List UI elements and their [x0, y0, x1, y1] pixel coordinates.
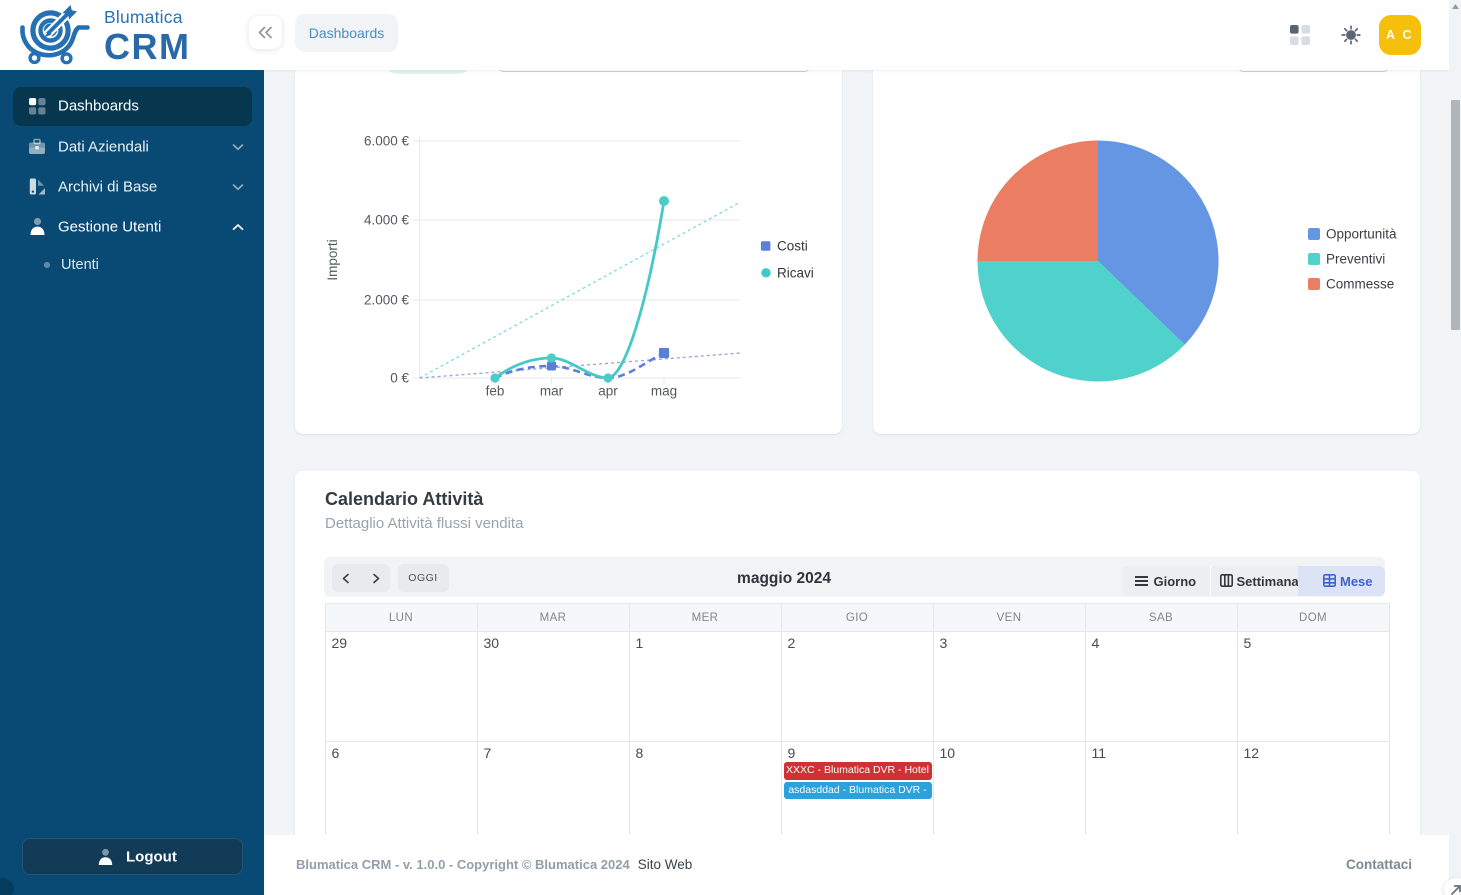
svg-text:6.000 €: 6.000 € — [364, 134, 410, 149]
svg-text:Opportunità: Opportunità — [1326, 227, 1397, 242]
svg-text:mar: mar — [540, 384, 564, 399]
svg-text:feb: feb — [486, 384, 505, 399]
svg-text:Ricavi: Ricavi — [777, 265, 814, 280]
svg-text:4.000 €: 4.000 € — [364, 213, 410, 228]
svg-text:2.000 €: 2.000 € — [364, 293, 410, 308]
svg-text:Importi: Importi — [325, 239, 340, 280]
svg-text:apr: apr — [598, 384, 618, 399]
svg-text:mag: mag — [651, 384, 677, 399]
svg-text:Commesse: Commesse — [1326, 277, 1394, 292]
svg-text:Preventivi: Preventivi — [1326, 252, 1385, 267]
svg-text:Costi: Costi — [777, 239, 808, 254]
svg-text:0 €: 0 € — [390, 371, 409, 386]
